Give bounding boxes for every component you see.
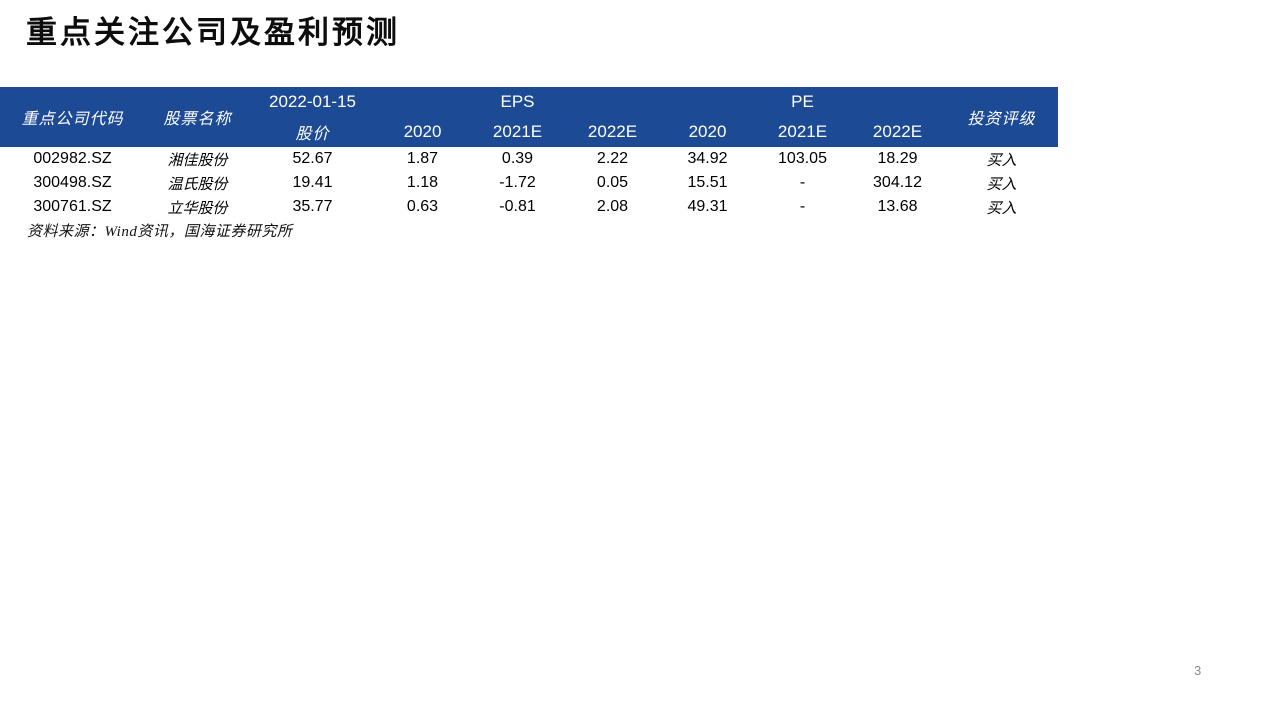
header-stock-name: 股票名称 [145, 87, 250, 147]
cell-eps-2022e: 0.05 [596, 174, 629, 191]
cell-pe-2021e: 103.05 [778, 150, 827, 167]
cell-stock-name: 湘佳股份 [167, 152, 228, 169]
source-note: 资料来源：Wind资讯，国海证券研究所 [27, 224, 293, 240]
cell-eps-2021e: 0.39 [501, 150, 534, 167]
cell-pe-2020: 34.92 [687, 150, 728, 167]
cell-pe-2022e: 13.68 [877, 198, 918, 215]
header-eps-2020: 2020 [375, 117, 470, 147]
header-pe-2020: 2020 [660, 117, 755, 147]
cell-pe-2021e: - [799, 174, 806, 191]
slide-title: 重点关注公司及盈利预测 [26, 15, 400, 50]
header-eps-2021e: 2021E [470, 117, 565, 147]
cell-eps-2020: 1.87 [406, 150, 439, 167]
cell-eps-2020: 0.63 [406, 198, 439, 215]
cell-price: 35.77 [292, 198, 333, 215]
cell-rating: 买入 [986, 200, 1017, 217]
header-pe-group: PE [660, 87, 945, 117]
header-eps-2022e: 2022E [565, 117, 660, 147]
cell-pe-2021e: - [799, 198, 806, 215]
header-date: 2022-01-15 [250, 87, 375, 117]
cell-eps-2022e: 2.22 [596, 150, 629, 167]
cell-pe-2022e: 304.12 [873, 174, 922, 191]
cell-price: 19.41 [292, 174, 333, 191]
table-row: 002982.SZ 湘佳股份 52.67 1.87 0.39 2.22 34.9… [0, 147, 1058, 171]
cell-pe-2020: 15.51 [687, 174, 728, 191]
cell-eps-2021e: -0.81 [499, 198, 536, 215]
cell-stock-name: 温氏股份 [167, 176, 228, 193]
table-row: 300761.SZ 立华股份 35.77 0.63 -0.81 2.08 49.… [0, 195, 1058, 219]
cell-eps-2022e: 2.08 [596, 198, 629, 215]
cell-rating: 买入 [986, 152, 1017, 169]
cell-company-code: 300498.SZ [33, 174, 112, 191]
header-pe-2022e: 2022E [850, 117, 945, 147]
header-price: 股价 [250, 117, 375, 147]
cell-pe-2020: 49.31 [687, 198, 728, 215]
page-number: 3 [1194, 663, 1202, 678]
cell-pe-2022e: 18.29 [877, 150, 918, 167]
cell-stock-name: 立华股份 [167, 200, 228, 217]
table-row: 300498.SZ 温氏股份 19.41 1.18 -1.72 0.05 15.… [0, 171, 1058, 195]
header-pe-2021e: 2021E [755, 117, 850, 147]
cell-price: 52.67 [292, 150, 333, 167]
cell-eps-2020: 1.18 [406, 174, 439, 191]
companies-forecast-table: 重点公司代码 股票名称 2022-01-15 EPS PE 投资评级 股价 20… [0, 87, 1058, 219]
header-eps-group: EPS [375, 87, 660, 117]
header-rating: 投资评级 [945, 87, 1058, 147]
cell-company-code: 300761.SZ [33, 198, 112, 215]
cell-rating: 买入 [986, 176, 1017, 193]
cell-company-code: 002982.SZ [33, 150, 112, 167]
cell-eps-2021e: -1.72 [499, 174, 536, 191]
header-company-code: 重点公司代码 [0, 87, 145, 147]
